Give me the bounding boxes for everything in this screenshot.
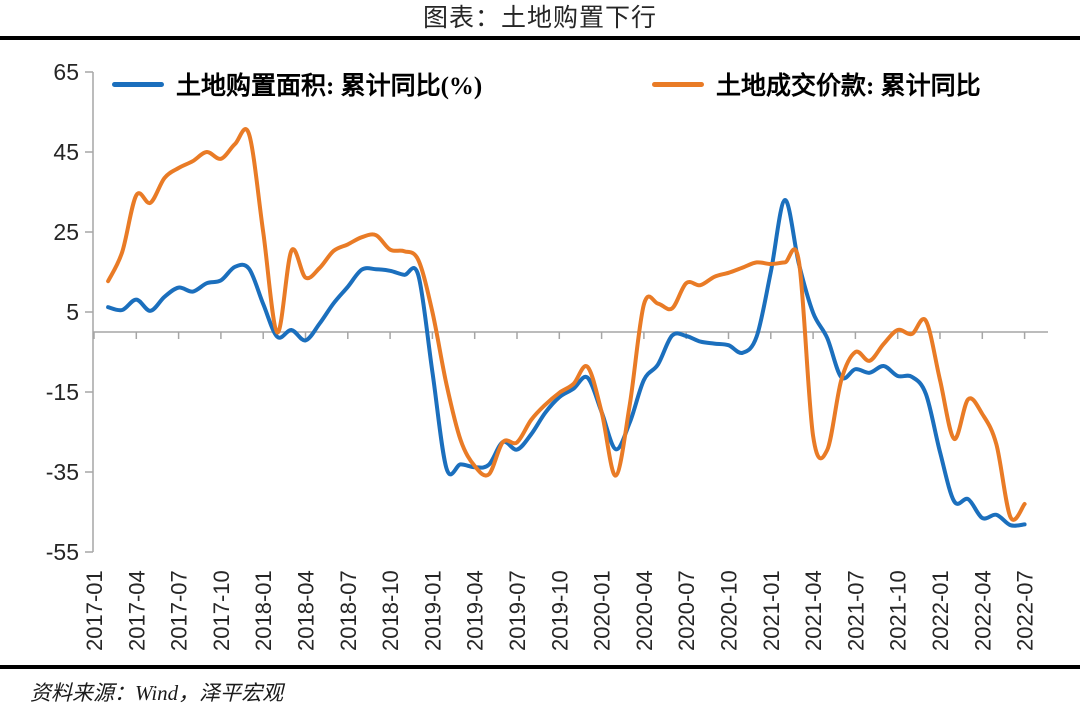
x-tick-label: 2020-07 <box>674 570 699 651</box>
x-tick-label: 2019-01 <box>420 570 445 651</box>
top-rule <box>0 36 1080 40</box>
x-tick-label: 2021-04 <box>801 570 826 651</box>
x-tick-label: 2021-07 <box>843 570 868 651</box>
x-tick-label: 2021-10 <box>886 570 911 651</box>
chart-area: 65 45 25 5 -15 -35 -55 2017-01 2017-04 2017-07 201… <box>0 40 1080 665</box>
x-tick-label: 2018-01 <box>251 570 276 651</box>
x-tick-label: 2022-04 <box>970 570 995 651</box>
x-tick-label: 2017-01 <box>82 570 107 651</box>
x-tick-label: 2017-07 <box>167 570 192 651</box>
x-tick-label: 2022-01 <box>928 570 953 651</box>
y-tick-label: 25 <box>53 219 79 245</box>
x-tick-label: 2022-07 <box>1013 570 1038 651</box>
x-tick-label: 2018-07 <box>336 570 361 651</box>
bottom-rule <box>0 665 1080 669</box>
y-tick-label: 5 <box>66 299 79 325</box>
x-tick-label: 2020-04 <box>632 570 657 651</box>
x-tick-label: 2017-04 <box>124 570 149 651</box>
y-tick-label: -35 <box>46 459 79 485</box>
y-tick-label: 45 <box>53 139 79 165</box>
y-tick-label: -15 <box>46 379 79 405</box>
x-tick-label: 2019-04 <box>463 570 488 651</box>
page-title: 图表：土地购置下行 <box>422 5 657 32</box>
source-note: 资料来源：Wind，泽平宏观 <box>30 681 284 705</box>
x-tick-label: 2018-10 <box>378 570 403 651</box>
y-tick-label: -55 <box>46 539 79 565</box>
x-tick-label: 2018-04 <box>294 570 319 651</box>
x-tick-label: 2021-01 <box>759 570 784 651</box>
x-tick-label: 2019-07 <box>505 570 530 651</box>
x-tick-label: 2019-10 <box>547 570 572 651</box>
series-line-0 <box>106 197 1027 528</box>
x-tick-label: 2017-10 <box>209 570 234 651</box>
x-tick-label: 2020-01 <box>590 570 615 651</box>
series-line-1 <box>106 127 1027 522</box>
x-tick-label: 2020-10 <box>717 570 742 651</box>
y-tick-label: 65 <box>53 59 79 85</box>
